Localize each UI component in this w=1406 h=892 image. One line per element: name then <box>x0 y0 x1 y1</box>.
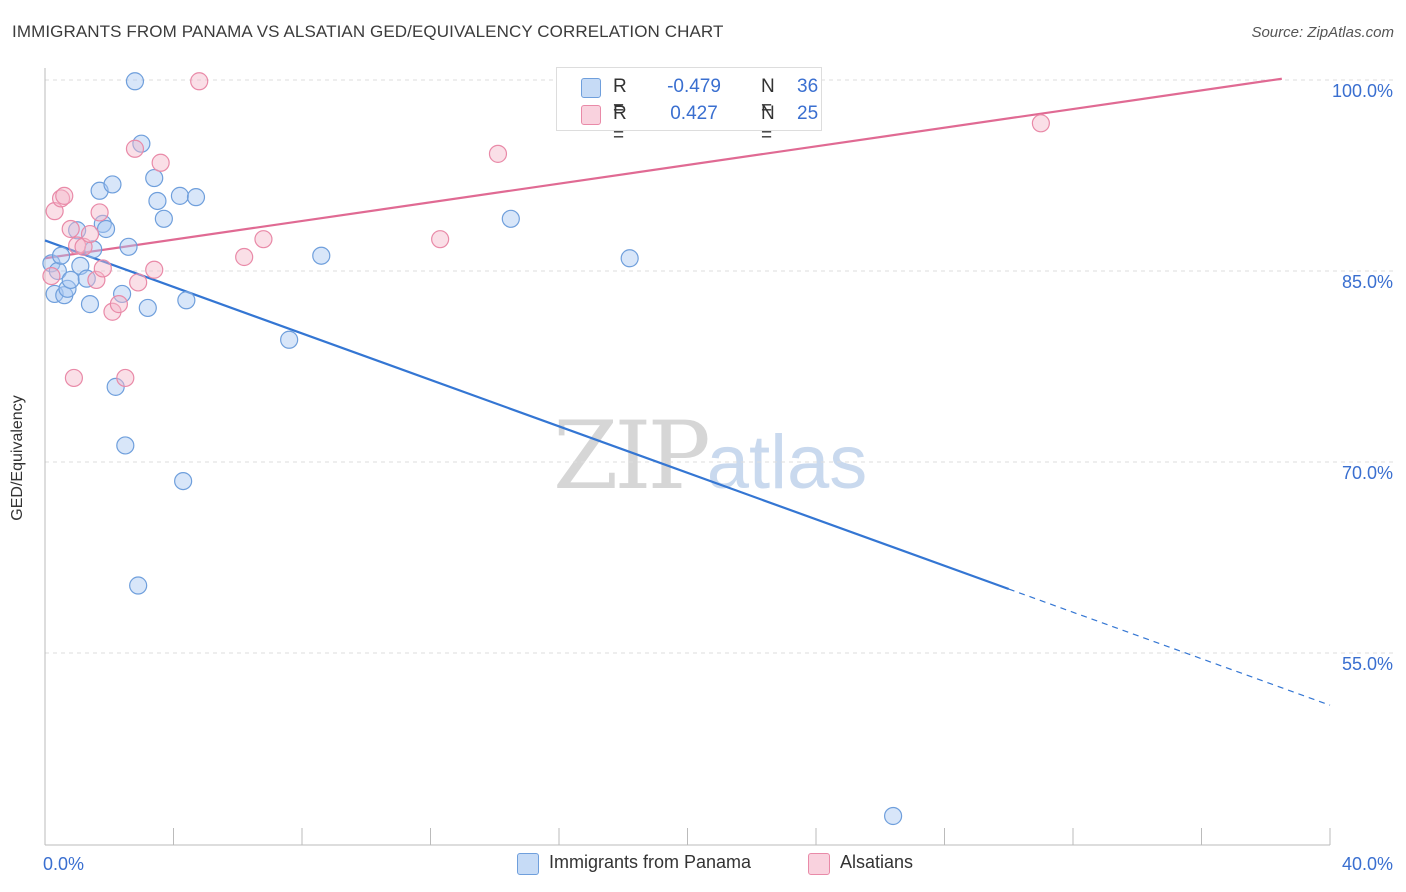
data-point <box>883 806 903 826</box>
data-point <box>93 214 112 233</box>
data-point <box>42 266 61 286</box>
data-point <box>42 254 61 273</box>
x-tick-label: 40.0% <box>1342 854 1393 874</box>
trend-line-alsatians <box>44 77 1282 260</box>
legend-swatch-alsatians <box>581 105 601 125</box>
legend-r-label: R = <box>613 76 627 119</box>
tick-labels: 55.0% 70.0% 85.0% 100.0% 0.0% 40.0% <box>43 81 1393 874</box>
data-point <box>116 436 135 455</box>
data-point <box>90 203 109 222</box>
series-alsatians <box>42 72 1050 388</box>
data-point <box>93 259 112 278</box>
data-point <box>61 270 80 290</box>
legend-r-value: -0.479 <box>667 76 721 97</box>
legend-r-label: R = <box>613 103 627 146</box>
data-point <box>254 230 273 249</box>
data-point <box>96 219 116 239</box>
data-point <box>77 269 96 288</box>
gridlines <box>45 79 1395 654</box>
data-point <box>87 270 106 290</box>
data-point <box>125 72 145 91</box>
data-point <box>138 298 157 318</box>
bottom-legend-swatch-panama <box>517 853 539 875</box>
data-point <box>280 330 299 349</box>
data-point <box>151 153 170 172</box>
data-point <box>68 236 87 255</box>
trend-line-panama-extrapolated <box>1008 588 1331 706</box>
legend-n-value: 25 <box>797 103 819 124</box>
data-point <box>103 302 122 321</box>
axes <box>44 68 1331 846</box>
legend-r-value: 0.427 <box>670 103 718 124</box>
data-point <box>177 291 196 310</box>
data-point <box>51 246 71 265</box>
data-point <box>119 237 138 256</box>
data-point <box>80 295 100 314</box>
data-point <box>129 576 148 595</box>
y-tick-label: 100.0% <box>1332 81 1393 101</box>
data-point <box>116 368 135 388</box>
y-tick-label: 85.0% <box>1342 272 1393 292</box>
data-point <box>1031 114 1050 133</box>
data-point <box>174 472 193 491</box>
bottom-legend-label-alsatians: Alsatians <box>840 852 914 872</box>
data-point <box>109 295 128 314</box>
trend-lines <box>44 77 1331 706</box>
data-point <box>51 189 71 208</box>
watermark-zip: ZIP <box>553 402 711 511</box>
data-point <box>103 175 122 194</box>
data-points <box>42 72 1050 826</box>
chart-title: IMMIGRANTS FROM PANAMA VS ALSATIAN GED/E… <box>12 22 724 41</box>
bottom-legend-swatch-alsatians <box>808 853 830 875</box>
data-point <box>64 368 84 388</box>
data-point <box>235 247 254 267</box>
data-point <box>145 260 164 279</box>
data-point <box>125 139 145 158</box>
series-panama <box>42 72 903 826</box>
data-point <box>80 224 100 244</box>
legend-n-label: N = <box>761 103 775 146</box>
legend-n-value: 36 <box>797 76 819 97</box>
legend-n-label: N = <box>761 76 775 119</box>
data-point <box>312 246 331 265</box>
data-point <box>145 168 164 188</box>
data-point <box>431 230 450 249</box>
data-point <box>620 249 639 268</box>
data-point <box>61 219 80 239</box>
trend-line-panama <box>44 239 1010 591</box>
stats-legend: R = -0.479 N = 36 R = 0.427 N = 25 <box>556 67 822 146</box>
data-point <box>186 188 206 207</box>
data-point <box>148 191 167 211</box>
data-point <box>170 186 190 205</box>
data-point <box>501 209 520 228</box>
data-point <box>154 209 173 228</box>
data-point <box>488 144 508 163</box>
data-point <box>55 186 74 205</box>
bottom-legend-label-panama: Immigrants from Panama <box>549 852 752 872</box>
data-point <box>129 273 148 292</box>
data-point <box>112 284 132 304</box>
y-tick-label: 55.0% <box>1342 654 1393 674</box>
legend-swatch-panama <box>581 78 601 98</box>
source-credit: Source: ZipAtlas.com <box>1251 24 1394 41</box>
x-tick-label: 0.0% <box>43 854 84 874</box>
data-point <box>190 72 209 91</box>
y-tick-label: 70.0% <box>1342 463 1393 483</box>
